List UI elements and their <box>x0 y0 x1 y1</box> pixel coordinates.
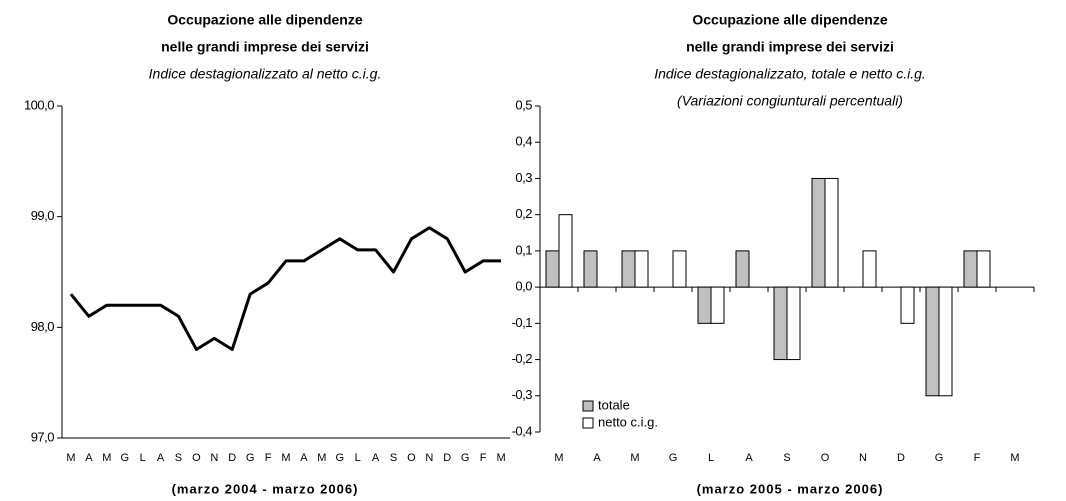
x-tick-label: A <box>300 452 308 464</box>
x-tick-label: S <box>175 452 182 464</box>
bar <box>811 177 826 288</box>
bar <box>976 250 991 288</box>
x-tick-label: N <box>425 452 433 464</box>
y-tick-label: 0,5 <box>515 97 532 112</box>
x-tick-label: O <box>192 452 201 464</box>
y-tick-label: -0,3 <box>512 387 533 402</box>
y-tick-label: -0,1 <box>512 315 533 330</box>
chart-title: Occupazione alle dipendenze <box>692 12 887 28</box>
x-tick-label: G <box>935 452 944 464</box>
x-tick-label: N <box>210 452 218 464</box>
chart-title: nelle grandi imprese dei servizi <box>686 39 894 55</box>
y-tick-label: 0,0 <box>515 279 532 294</box>
bar <box>925 286 940 397</box>
bar <box>710 286 725 324</box>
x-tick-label: D <box>443 452 451 464</box>
x-tick-label: M <box>630 452 639 464</box>
x-tick-label: F <box>974 452 981 464</box>
bar <box>862 250 877 288</box>
chart-title: Occupazione alle dipendenze <box>167 12 362 28</box>
x-axis-label: (marzo 2004 - marzo 2006) <box>172 481 359 496</box>
x-tick-label: G <box>461 452 470 464</box>
x-tick-label: L <box>355 452 361 464</box>
x-tick-label: G <box>669 452 678 464</box>
x-tick-label: N <box>859 452 867 464</box>
bar <box>824 177 839 288</box>
legend-label: totale <box>598 397 630 412</box>
x-tick-label: M <box>102 452 111 464</box>
x-tick-label: A <box>85 452 93 464</box>
bar <box>583 250 598 288</box>
x-tick-label: A <box>593 452 601 464</box>
x-tick-label: D <box>228 452 236 464</box>
x-tick-label: F <box>480 452 487 464</box>
y-tick-label: 0,3 <box>515 170 532 185</box>
bar <box>558 214 573 288</box>
x-tick-label: F <box>265 452 272 464</box>
y-tick-label: 100,0 <box>24 97 54 112</box>
y-tick-label: 97,0 <box>31 429 55 444</box>
x-tick-label: A <box>372 452 380 464</box>
chart-subtitle: Indice destagionalizzato, totale e netto… <box>654 66 926 82</box>
bar <box>900 286 915 324</box>
x-tick-label: M <box>317 452 326 464</box>
y-tick-label: 99,0 <box>31 208 55 223</box>
y-tick-label: 0,4 <box>515 134 532 149</box>
x-tick-label: G <box>120 452 129 464</box>
bar <box>697 286 712 324</box>
bar <box>634 250 649 288</box>
legend-label: netto c.i.g. <box>598 414 658 429</box>
x-tick-label: M <box>554 452 563 464</box>
x-tick-label: O <box>821 452 830 464</box>
x-tick-label: O <box>407 452 416 464</box>
bar <box>773 286 788 361</box>
bar <box>963 250 978 288</box>
y-tick-label: -0,4 <box>512 423 533 438</box>
x-tick-label: L <box>708 452 714 464</box>
x-axis-label: (marzo 2005 - marzo 2006) <box>697 481 884 496</box>
x-tick-label: M <box>281 452 290 464</box>
x-tick-label: M <box>1010 452 1019 464</box>
y-tick-label: 0,2 <box>515 206 532 221</box>
y-tick-label: -0,2 <box>512 351 533 366</box>
bar <box>672 250 687 288</box>
y-tick-label: 98,0 <box>31 319 55 334</box>
x-tick-label: M <box>66 452 75 464</box>
chart-title: nelle grandi imprese dei servizi <box>161 39 369 55</box>
x-tick-label: A <box>157 452 165 464</box>
bar <box>786 286 801 361</box>
x-tick-label: A <box>745 452 753 464</box>
x-tick-label: L <box>140 452 146 464</box>
bar <box>938 286 953 397</box>
x-tick-label: G <box>335 452 344 464</box>
legend-swatch <box>582 400 594 412</box>
y-tick-label: 0,1 <box>515 242 532 257</box>
legend-swatch <box>582 417 594 429</box>
bar <box>621 250 636 288</box>
bar <box>735 250 750 288</box>
bar <box>545 250 560 288</box>
line-series <box>69 226 502 351</box>
x-tick-label: S <box>783 452 790 464</box>
x-tick-label: D <box>897 452 905 464</box>
chart-subtitle: (Variazioni congiunturali percentuali) <box>677 93 903 109</box>
x-tick-label: G <box>246 452 255 464</box>
x-tick-label: S <box>390 452 397 464</box>
chart-subtitle: Indice destagionalizzato al netto c.i.g. <box>149 66 382 82</box>
x-tick-label: M <box>496 452 505 464</box>
